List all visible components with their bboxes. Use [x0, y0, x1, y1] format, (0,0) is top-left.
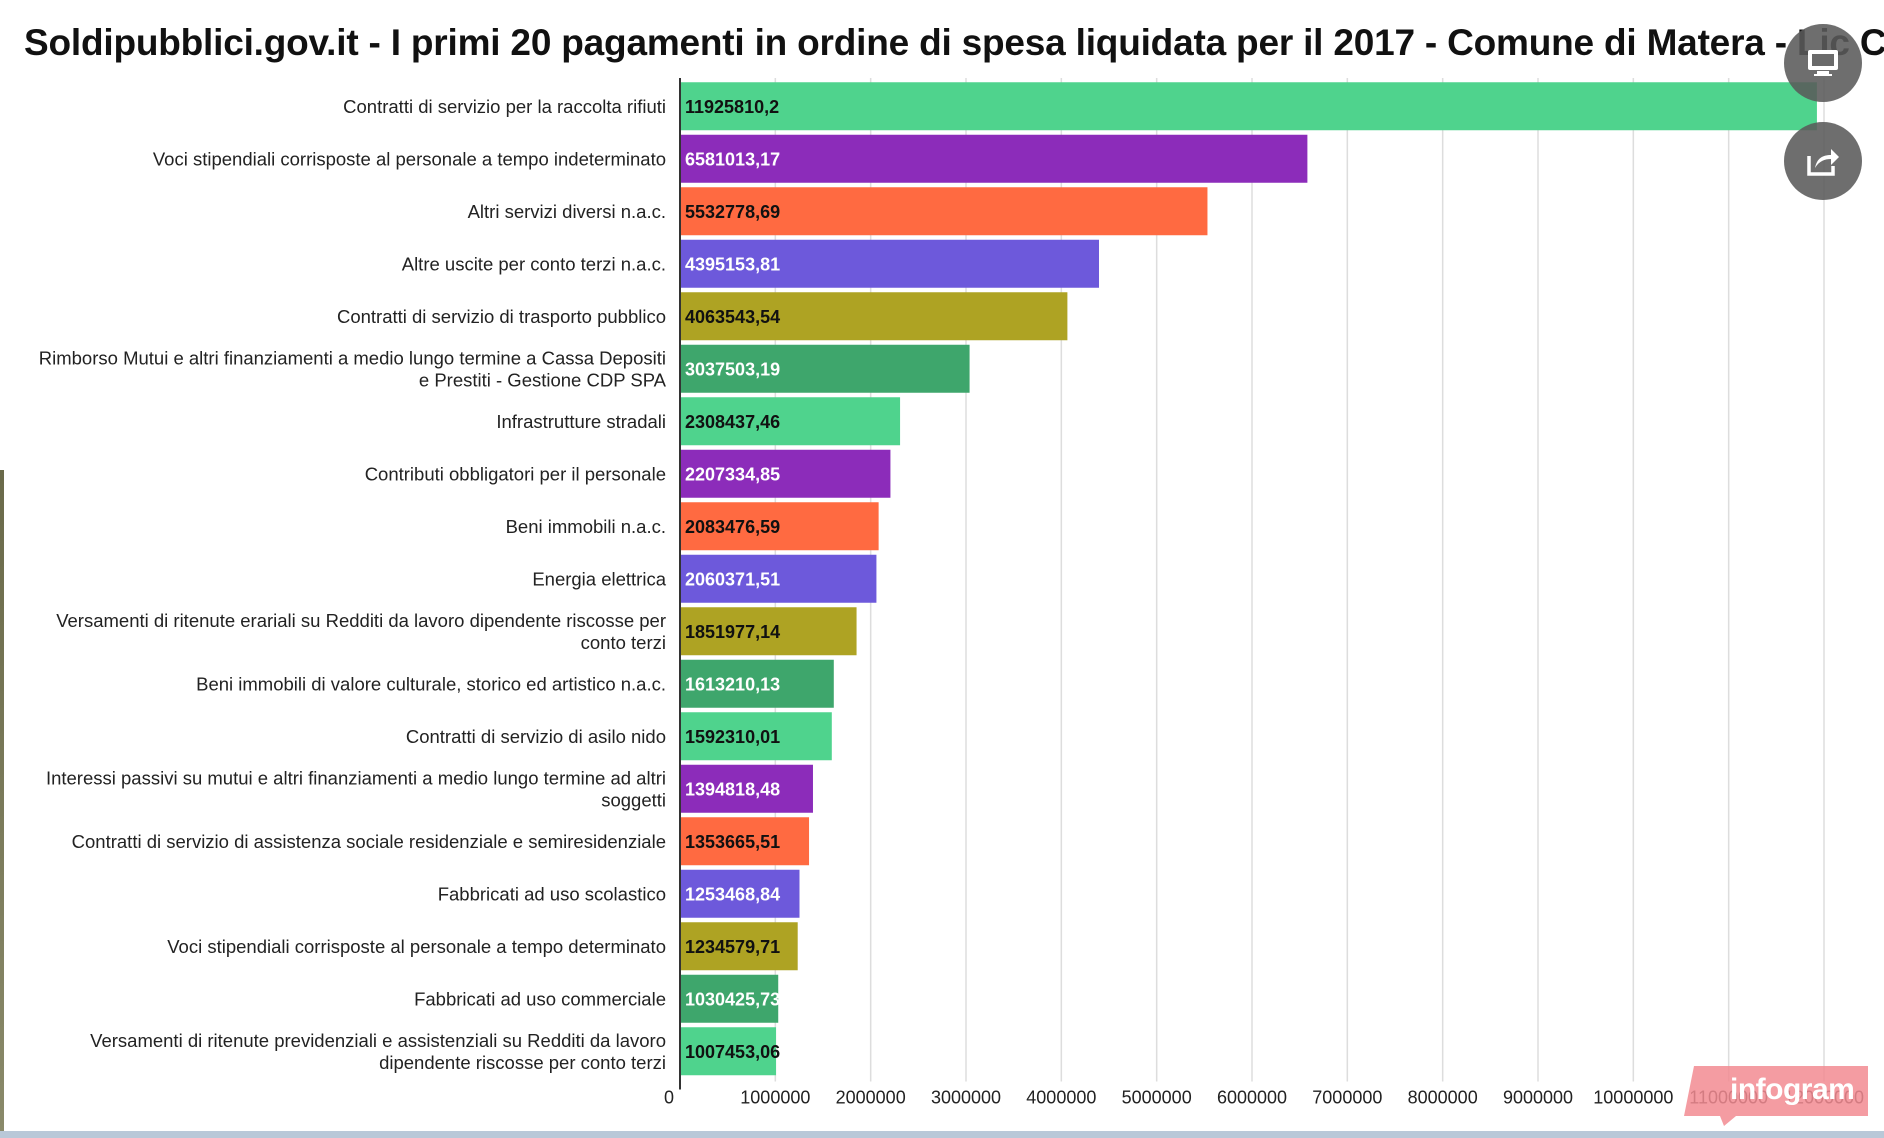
bar[interactable] — [681, 554, 877, 603]
category-label: Fabbricati ad uso commerciale — [414, 988, 666, 1009]
infogram-watermark — [1684, 1066, 1868, 1126]
data-label: 1851977,14 — [685, 622, 780, 642]
value-labels: 11925810,2 6581013,17 5532778,69 4395153,81… — [685, 97, 780, 1062]
data-label: 1394818,48 — [685, 779, 780, 799]
watermark-text: infogram — [1730, 1073, 1855, 1106]
bar[interactable] — [681, 1027, 777, 1076]
category-label: Contratti di servizio di assistenza soci… — [72, 831, 666, 852]
data-label: 5532778,69 — [685, 202, 780, 222]
background-edge — [0, 470, 4, 1138]
bar[interactable] — [681, 239, 1100, 288]
x-tick-label: 6000000 — [1217, 1088, 1287, 1108]
bars — [681, 82, 1817, 1076]
category-label: Beni immobili n.a.c. — [506, 516, 666, 537]
grid-lines — [774, 78, 1825, 1082]
bar[interactable] — [681, 82, 1817, 131]
x-tick-label: 8000000 — [1408, 1088, 1478, 1108]
category-label: Fabbricati ad uso scolastico — [438, 883, 666, 904]
share-button[interactable] — [1784, 122, 1862, 200]
data-label: 1613210,13 — [685, 674, 780, 694]
category-label: Versamenti di ritenute previdenziali e a… — [90, 1030, 666, 1073]
x-tick-label: 7000000 — [1312, 1088, 1382, 1108]
data-label: 4395153,81 — [685, 254, 780, 274]
bar[interactable] — [681, 869, 800, 918]
x-tick-label: 0 — [664, 1088, 674, 1108]
bottom-edge — [0, 1131, 1884, 1138]
bar[interactable] — [681, 712, 832, 761]
bar[interactable] — [681, 974, 779, 1023]
share-icon — [1807, 149, 1839, 176]
chart-title: Soldipubblici.gov.it - I primi 20 pagame… — [24, 22, 1884, 63]
category-label: Contratti di servizio per la raccolta ri… — [343, 96, 666, 117]
data-label: 11925810,2 — [685, 97, 779, 117]
category-label: Voci stipendiali corrisposte al personal… — [167, 936, 666, 957]
category-label: Beni immobili di valore culturale, stori… — [196, 673, 666, 694]
bar[interactable] — [681, 449, 891, 498]
fullscreen-button[interactable] — [1784, 24, 1862, 102]
category-label: Versamenti di ritenute erariali su Reddi… — [56, 610, 666, 653]
category-label: Interessi passivi su mutui e altri finan… — [46, 767, 666, 810]
category-label: Rimborso Mutui e altri finanziamenti a m… — [39, 347, 667, 390]
category-label: Contributi obbligatori per il personale — [365, 463, 666, 484]
bar[interactable] — [681, 764, 813, 813]
bar[interactable] — [681, 344, 970, 393]
x-tick-label: 5000000 — [1122, 1088, 1192, 1108]
data-label: 1030425,73 — [685, 989, 780, 1009]
category-labels: Contratti di servizio per la raccolta ri… — [39, 96, 667, 1073]
bar[interactable] — [681, 187, 1208, 236]
bar[interactable] — [681, 292, 1068, 341]
bar[interactable] — [681, 607, 857, 656]
bar[interactable] — [681, 397, 901, 446]
x-tick-label: 3000000 — [931, 1088, 1001, 1108]
category-label: Energia elettrica — [532, 568, 666, 589]
x-tick-label: 10000000 — [1593, 1088, 1673, 1108]
bar[interactable] — [681, 817, 810, 866]
data-label: 1234579,71 — [685, 937, 780, 957]
data-label: 1253468,84 — [685, 884, 780, 904]
category-label: Contratti di servizio di asilo nido — [406, 726, 666, 747]
data-label: 2060371,51 — [685, 569, 780, 589]
data-label: 1007453,06 — [685, 1042, 780, 1062]
x-tick-label: 1000000 — [740, 1088, 810, 1108]
category-label: Contratti di servizio di trasporto pubbl… — [337, 306, 666, 327]
bar[interactable] — [681, 134, 1308, 183]
category-label: Voci stipendiali corrisposte al personal… — [153, 148, 666, 169]
x-tick-label: 9000000 — [1503, 1088, 1573, 1108]
data-label: 2083476,59 — [685, 517, 780, 537]
x-tick-label: 4000000 — [1026, 1088, 1096, 1108]
category-label: Altre uscite per conto terzi n.a.c. — [402, 253, 666, 274]
data-label: 2308437,46 — [685, 412, 780, 432]
bar[interactable] — [681, 502, 879, 551]
data-label: 2207334,85 — [685, 464, 780, 484]
data-label: 1592310,01 — [685, 727, 780, 747]
data-label: 1353665,51 — [685, 832, 780, 852]
x-tick-label: 2000000 — [836, 1088, 906, 1108]
category-label: Infrastrutture stradali — [496, 411, 666, 432]
data-label: 3037503,19 — [685, 359, 780, 379]
data-label: 4063543,54 — [685, 307, 780, 327]
category-label: Altri servizi diversi n.a.c. — [468, 201, 666, 222]
bar[interactable] — [681, 659, 834, 708]
bar[interactable] — [681, 922, 798, 971]
data-label: 6581013,17 — [685, 149, 780, 169]
screen-icon — [1808, 50, 1838, 76]
